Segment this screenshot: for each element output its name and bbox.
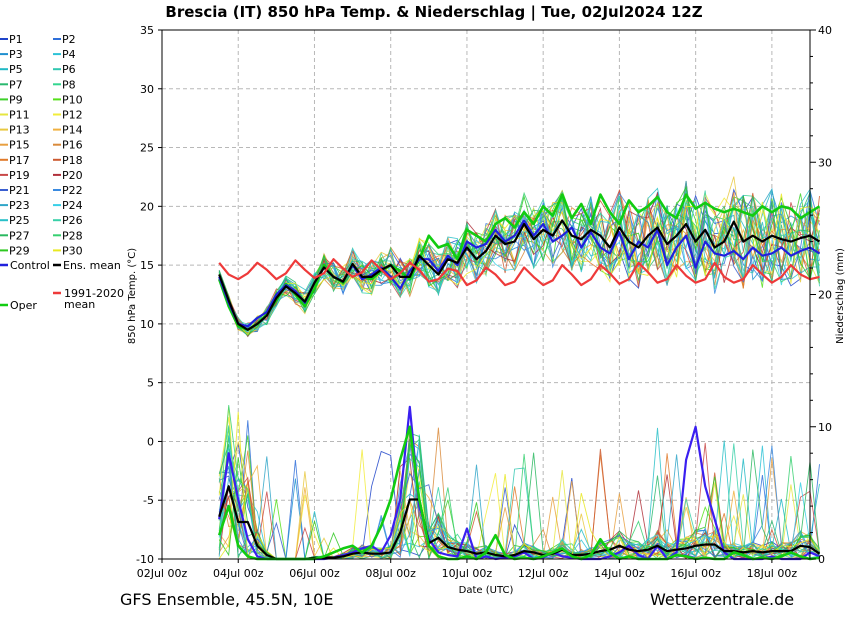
y2-axis-label: Niederschlag (mm) (835, 248, 846, 344)
legend-label: P4 (62, 48, 76, 61)
legend-label: P23 (9, 199, 30, 212)
legend-label: P27 (9, 229, 30, 242)
legend-label: P12 (62, 109, 83, 122)
legend-label: P16 (62, 139, 83, 152)
legend-label: P6 (62, 63, 76, 76)
legend-label: P28 (62, 229, 83, 242)
legend-label: P14 (62, 124, 83, 137)
x-tick-label: 16Jul 00z (670, 567, 721, 580)
legend-label: P19 (9, 169, 30, 182)
x-tick-label: 02Jul 00z (137, 567, 188, 580)
legend-label: 1991-2020 (64, 287, 124, 300)
legend-label: P22 (62, 184, 83, 197)
legend-label: P13 (9, 124, 30, 137)
y2-tick-label: 20 (818, 289, 832, 302)
y-tick-label: 20 (140, 200, 154, 213)
chart-legend: P1 P2 P3 P4 P5 P6 P7 P8 P9 P10 P11 P12 P13 P14 P15 P16 P… (0, 33, 124, 312)
legend-label: P1 (9, 33, 23, 46)
x-tick-label: 10Jul 00z (442, 567, 493, 580)
y-tick-label: 25 (140, 142, 154, 155)
legend-label: P30 (62, 244, 83, 257)
member-temp-line (218, 193, 820, 336)
x-axis-label: Date (UTC) (459, 585, 514, 596)
chart-axes: -10 -5 0 5 10 15 20 25 30 35 02Jul 00z 04Jul 00z 06J… (136, 24, 832, 580)
legend-label: P10 (62, 93, 83, 106)
y-tick-label: 30 (140, 83, 154, 96)
x-tick-label: 04Jul 00z (213, 567, 264, 580)
plot-frame (161, 29, 811, 560)
legend-label: Ens. mean (63, 259, 121, 272)
legend-label: P25 (9, 214, 30, 227)
x-tick-label: 06Jul 00z (289, 567, 340, 580)
chart-title: Brescia (IT) 850 hPa Temp. & Niederschla… (165, 3, 702, 22)
y-tick-label: 35 (140, 24, 154, 37)
x-tick-label: 14Jul 00z (594, 567, 645, 580)
legend-label: P8 (62, 78, 76, 91)
legend-label: P29 (9, 244, 30, 257)
legend-label: P11 (9, 109, 30, 122)
y2-tick-label: 10 (818, 421, 832, 434)
legend-label: P3 (9, 48, 23, 61)
plot-area (162, 30, 810, 559)
y-tick-label: 10 (140, 318, 154, 331)
member-temp-line (218, 185, 820, 336)
member-precip-line (218, 442, 820, 561)
legend-label: P20 (62, 169, 83, 182)
y-tick-label: -5 (143, 494, 154, 507)
temp-line-1991-2020-mean (218, 258, 820, 287)
footer-site: Wetterzentrale.de (650, 590, 794, 609)
y-tick-label: 0 (147, 435, 154, 448)
x-tick-label: 08Jul 00z (365, 567, 416, 580)
y-tick-label: -10 (136, 553, 154, 566)
legend-label: P21 (9, 184, 30, 197)
legend-label: P17 (9, 154, 30, 167)
legend-label: P7 (9, 78, 23, 91)
y-tick-label: 15 (140, 259, 154, 272)
y2-tick-label: 0 (818, 553, 825, 566)
y2-tick-label: 30 (818, 156, 832, 169)
legend-label: P18 (62, 154, 83, 167)
legend-label: P26 (62, 214, 83, 227)
legend-label: mean (64, 298, 95, 311)
y2-tick-label: 40 (818, 24, 832, 37)
y-axis-label: 850 hPa Temp. (°C) (127, 248, 138, 344)
legend-label: Control (10, 259, 50, 272)
x-tick-label: 12Jul 00z (518, 567, 569, 580)
legend-label: P24 (62, 199, 83, 212)
legend-label: P9 (9, 93, 23, 106)
legend-label: P5 (9, 63, 23, 76)
legend-label: P2 (62, 33, 76, 46)
y-tick-label: 5 (147, 377, 154, 390)
footer-source: GFS Ensemble, 45.5N, 10E (120, 590, 333, 609)
legend-label: P15 (9, 139, 30, 152)
legend-label: Oper (10, 299, 37, 312)
x-tick-label: 18Jul 00z (747, 567, 798, 580)
